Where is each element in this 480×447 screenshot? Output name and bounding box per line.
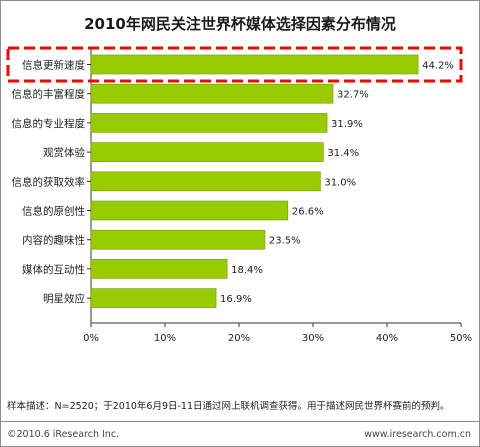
category-label: 媒体的互动性	[22, 263, 85, 276]
category-label: 信息的丰富程度	[12, 88, 86, 101]
chart-title: 2010年网民关注世界杯媒体选择因素分布情况	[84, 15, 396, 33]
x-tick-label: 40%	[376, 333, 398, 344]
bar	[90, 54, 419, 75]
bar	[90, 229, 266, 250]
bar	[90, 200, 289, 221]
bar	[90, 171, 321, 192]
bar-chart: 0% 10% 20% 30% 40% 50% 信息更新速度 44.2% 信息的丰富程度 32.7%…	[6, 46, 472, 344]
category-label: 信息的专业程度	[12, 117, 86, 130]
value-label: 16.9%	[220, 294, 252, 305]
bar	[90, 259, 228, 279]
bar	[90, 142, 324, 162]
highlight-box	[6, 46, 463, 83]
value-label: 31.4%	[327, 148, 359, 159]
bar	[90, 288, 217, 308]
value-label: 23.5%	[269, 236, 301, 247]
x-tick-label: 20%	[228, 333, 250, 344]
bar	[90, 83, 334, 104]
x-tick-label: 0%	[83, 333, 99, 344]
category-label: 明星效应	[43, 292, 85, 305]
category-label: 信息的获取效率	[12, 175, 86, 188]
x-tick-label: 10%	[154, 333, 176, 344]
footer-divider	[1, 421, 479, 422]
sample-note: 样本描述：N=2520；于2010年6月9日-11日通过网上联机调查获得。用于描…	[7, 401, 450, 412]
value-label: 26.6%	[292, 207, 324, 218]
value-label: 31.0%	[324, 177, 356, 188]
value-label: 32.7%	[337, 90, 369, 101]
category-label: 信息的原创性	[22, 205, 85, 218]
value-label: 18.4%	[231, 265, 263, 276]
value-label: 31.9%	[331, 119, 363, 130]
category-label: 内容的趣味性	[22, 234, 85, 247]
copyright-text: ©2010.6 iResearch Inc.	[7, 429, 120, 440]
x-tick-label: 30%	[302, 333, 324, 344]
category-label: 观赏体验	[43, 146, 85, 159]
bar	[90, 113, 328, 133]
category-label: 信息更新速度	[22, 59, 85, 72]
website-text: www.iresearch.com.cn	[364, 429, 471, 440]
x-tick-label: 50%	[450, 333, 472, 344]
value-label: 44.2%	[422, 61, 454, 72]
